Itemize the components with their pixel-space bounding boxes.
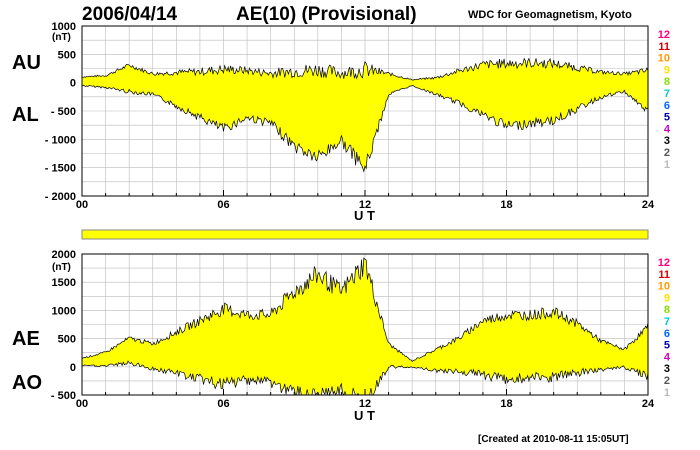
- legend-item: 3: [664, 363, 670, 375]
- x-tick-label: 18: [500, 398, 512, 410]
- legend-item: 10: [658, 281, 670, 293]
- series-label-al: AL: [12, 104, 39, 126]
- legend-item: 5: [664, 340, 670, 352]
- lower-y-unit: (nT): [52, 262, 71, 273]
- legend-item: 10: [658, 53, 670, 65]
- legend-item: 6: [664, 100, 670, 112]
- legend-item: 1: [664, 387, 670, 399]
- legend-item: 4: [664, 351, 671, 363]
- area-fill: [82, 58, 648, 172]
- x-tick-label: 00: [76, 199, 88, 211]
- lower-x-label: U T: [354, 408, 375, 423]
- y-tick-label: 500: [58, 334, 76, 346]
- x-tick-label: 00: [76, 398, 88, 410]
- x-tick-label: 18: [500, 199, 512, 211]
- y-tick-label: 500: [58, 49, 76, 61]
- x-tick-label: 24: [642, 398, 655, 410]
- legend-item: 6: [664, 328, 670, 340]
- series-label-au: AU: [12, 52, 41, 74]
- y-tick-label: - 1500: [45, 163, 76, 175]
- y-tick-label: - 500: [51, 390, 76, 402]
- upper-y-unit: (nT): [52, 32, 71, 43]
- legend-item: 7: [664, 316, 670, 328]
- legend-item: 9: [664, 64, 670, 76]
- legend-item: 2: [664, 147, 670, 159]
- legend-item: 8: [664, 304, 670, 316]
- series-line-al: [81, 84, 649, 173]
- y-tick-label: 1000: [52, 305, 76, 317]
- x-tick-label: 06: [217, 199, 229, 211]
- legend-item: 1: [664, 159, 670, 171]
- y-tick-label: - 1000: [45, 134, 76, 146]
- y-tick-label: 2000: [52, 249, 76, 261]
- legend-item: 8: [664, 76, 670, 88]
- upper-x-label: U T: [354, 208, 375, 223]
- x-tick-label: 06: [217, 398, 229, 410]
- legend-item: 7: [664, 88, 670, 100]
- plot-title: AE(10) (Provisional): [236, 4, 417, 25]
- y-tick-label: 0: [70, 362, 76, 374]
- legend-item: 5: [664, 112, 670, 124]
- plot-date: 2006/04/14: [82, 4, 178, 25]
- x-tick-label: 12: [359, 199, 371, 211]
- data-availability-bar: [81, 229, 649, 240]
- y-tick-label: 1500: [52, 277, 76, 289]
- area-fill: [82, 258, 648, 395]
- created-timestamp: [Created at 2010-08-11 15:05UT]: [478, 434, 629, 445]
- legend-item: 2: [664, 375, 670, 387]
- legend-item: 12: [658, 257, 670, 269]
- y-tick-label: 1000: [52, 21, 76, 33]
- y-tick-label: - 2000: [45, 191, 76, 203]
- legend-item: 12: [658, 29, 670, 41]
- y-tick-label: - 500: [51, 106, 76, 118]
- legend-item: 9: [664, 292, 670, 304]
- data-source: WDC for Geomagnetism, Kyoto: [468, 9, 632, 21]
- legend-item: 3: [664, 135, 670, 147]
- legend-item: 11: [658, 269, 670, 281]
- x-tick-label: 24: [642, 199, 655, 211]
- series-label-ae: AE: [12, 328, 40, 350]
- legend-item: 4: [664, 123, 671, 135]
- x-tick-label: 12: [359, 398, 371, 410]
- series-line-au: [81, 57, 649, 81]
- y-tick-label: 0: [70, 78, 76, 90]
- legend-item: 11: [658, 41, 670, 53]
- series-line-ae: [81, 257, 649, 363]
- series-label-ao: AO: [12, 372, 42, 394]
